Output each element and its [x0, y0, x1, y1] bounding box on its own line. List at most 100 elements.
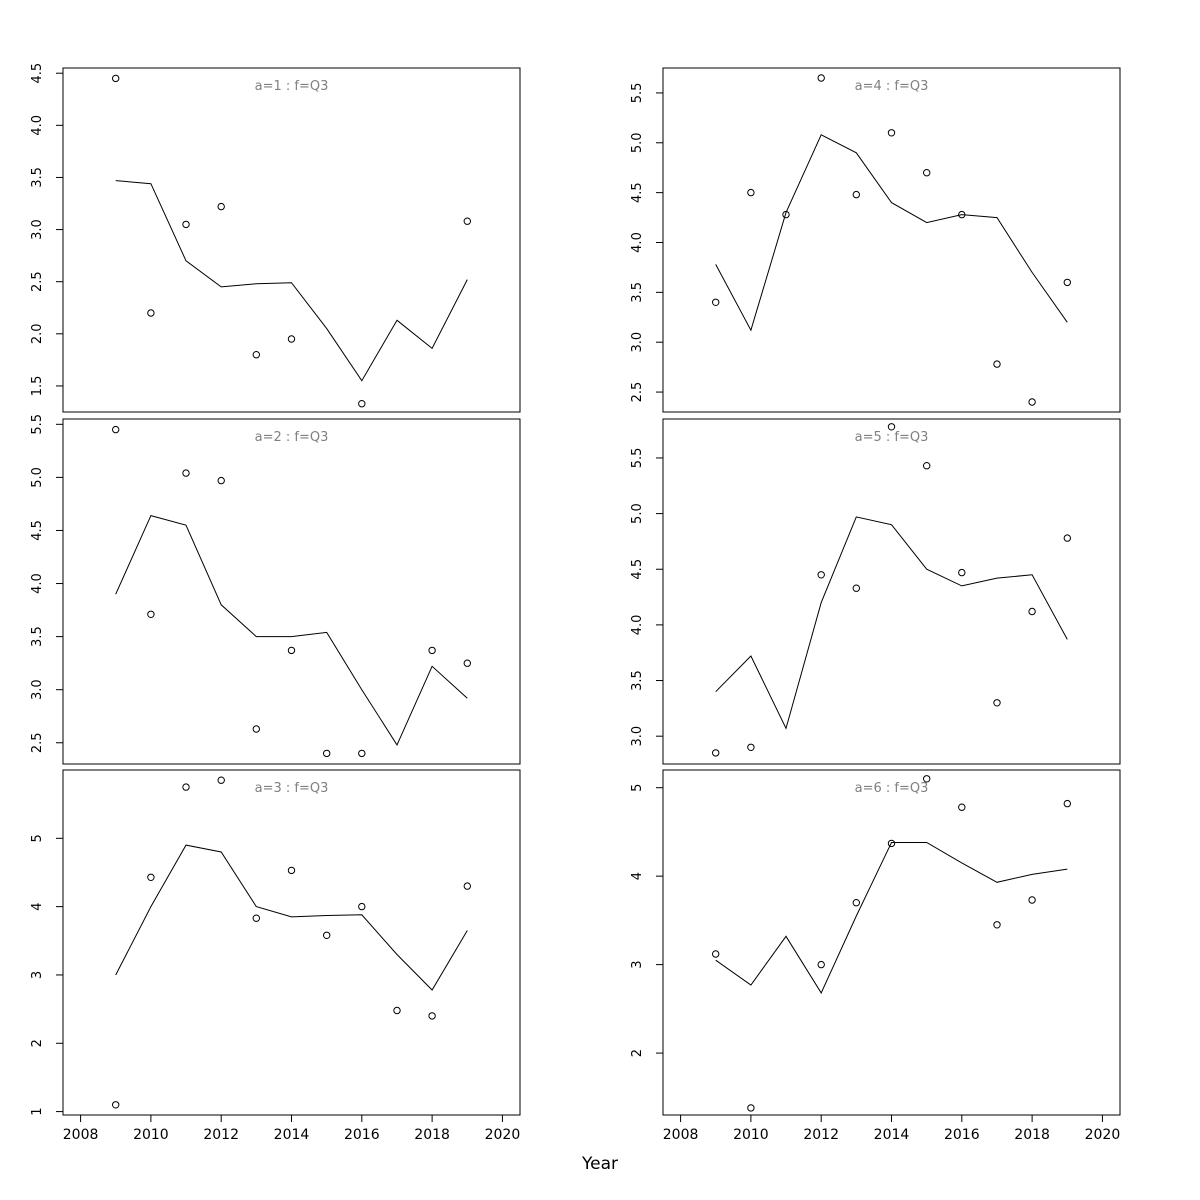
data-point [887, 423, 896, 431]
y-tick-label: 3.5 [630, 282, 645, 303]
data-point [887, 129, 896, 137]
y-tick-label: 2.5 [30, 271, 45, 292]
data-point [712, 749, 720, 757]
chart-panel-a6: a=6 : f=Q3 2 3 4 5 2008 2010 2012 2014 2016 2018 20… [630, 769, 1121, 1143]
data-point [217, 476, 225, 485]
y-tick-label: 2 [630, 1049, 645, 1057]
data-point [1028, 896, 1036, 904]
panel-border [662, 769, 1121, 1116]
data-point [182, 220, 190, 229]
chart-panel-a2: a=2 : f=Q3 2.5 3.0 3.5 4.0 4.5 5.0 5.5 [30, 414, 521, 765]
data-point [182, 783, 190, 791]
y-tick-label: 1.5 [30, 376, 45, 397]
data-point [323, 749, 331, 758]
panel-title: a=6 : f=Q3 [855, 781, 929, 796]
data-point [782, 210, 790, 219]
data-point [428, 646, 436, 655]
chart-panel-a5: a=5 : f=Q3 3.0 3.5 4.0 4.5 5.0 5.5 [630, 418, 1121, 765]
y-tick-label: 4.0 [30, 573, 45, 594]
y-tick-label: 1 [30, 1107, 45, 1115]
data-point [358, 749, 366, 758]
data-point [852, 899, 860, 907]
panel-border [662, 67, 1121, 413]
data-point [463, 217, 471, 225]
data-point [393, 1006, 401, 1015]
y-tick-label: 4.5 [30, 63, 45, 84]
panel-border [62, 418, 521, 765]
data-point [923, 169, 931, 177]
y-tick-label: 3 [630, 960, 645, 968]
data-point [323, 931, 331, 939]
data-point [1028, 607, 1036, 616]
y-tick-label: 5.0 [30, 467, 45, 488]
data-point [747, 1104, 755, 1112]
data-point [287, 646, 296, 655]
y-tick-label: 5.0 [630, 132, 645, 153]
y-tick-label: 5 [630, 784, 645, 792]
data-point [958, 210, 966, 219]
x-tick-label: 2014 [874, 1127, 910, 1143]
data-point [747, 188, 755, 197]
data-point [817, 74, 825, 82]
y-tick-label: 4.5 [30, 520, 45, 541]
data-point [923, 775, 931, 783]
data-point [287, 335, 296, 343]
data-point [217, 202, 225, 211]
data-point [993, 699, 1001, 707]
chart-panel-a4: a=4 : f=Q3 2.5 3.0 3.5 4.0 4.5 5.0 5.5 [630, 67, 1121, 413]
data-point [1063, 278, 1072, 287]
x-tick-label: 2016 [344, 1127, 380, 1143]
data-point [852, 190, 860, 199]
y-tick-label: 5.5 [630, 83, 645, 104]
x-tick-label: 2012 [203, 1127, 239, 1143]
data-point [463, 882, 471, 890]
panel-title: a=5 : f=Q3 [855, 430, 929, 445]
data-point [712, 298, 720, 306]
y-tick-label: 5 [30, 834, 45, 842]
data-point [958, 568, 966, 577]
x-tick-label: 2008 [63, 1127, 99, 1143]
data-point [252, 914, 260, 922]
x-tick-label: 2020 [1085, 1127, 1121, 1143]
y-tick-label: 4.0 [630, 232, 645, 253]
data-point [182, 469, 190, 477]
y-tick-label: 4.5 [630, 182, 645, 203]
fit-line [715, 516, 1068, 730]
data-point [112, 1101, 120, 1109]
data-point [428, 1012, 436, 1020]
y-tick-label: 3.0 [30, 219, 45, 240]
data-point [463, 659, 471, 667]
fit-line [715, 134, 1068, 332]
y-tick-label: 3.0 [630, 726, 645, 747]
y-tick-label: 5.5 [30, 414, 45, 435]
data-point [252, 725, 260, 733]
panel-title: a=1 : f=Q3 [255, 79, 329, 94]
y-tick-label: 2.5 [630, 382, 645, 403]
x-tick-label: 2014 [274, 1127, 310, 1143]
data-point [747, 743, 755, 751]
data-point [887, 839, 896, 848]
y-tick-label: 4 [630, 872, 645, 880]
fit-line [715, 842, 1068, 994]
panel-border [662, 418, 1121, 765]
data-point [993, 921, 1001, 929]
data-point [993, 360, 1001, 368]
y-tick-label: 3.5 [30, 626, 45, 647]
y-tick-label: 4.0 [630, 615, 645, 636]
panel-title: a=4 : f=Q3 [855, 79, 929, 94]
data-point [817, 571, 825, 579]
data-point [287, 866, 296, 875]
x-tick-label: 2012 [803, 1127, 839, 1143]
data-point [147, 309, 155, 317]
fit-line [115, 844, 468, 991]
x-tick-label: 2008 [663, 1127, 699, 1143]
panel-border [62, 67, 521, 413]
y-tick-label: 3.0 [30, 679, 45, 700]
fit-line [115, 180, 468, 382]
y-tick-label: 4.5 [630, 559, 645, 580]
data-point [252, 351, 260, 359]
data-point [712, 950, 720, 958]
y-tick-label: 3.5 [30, 167, 45, 188]
y-tick-label: 5.0 [630, 503, 645, 524]
